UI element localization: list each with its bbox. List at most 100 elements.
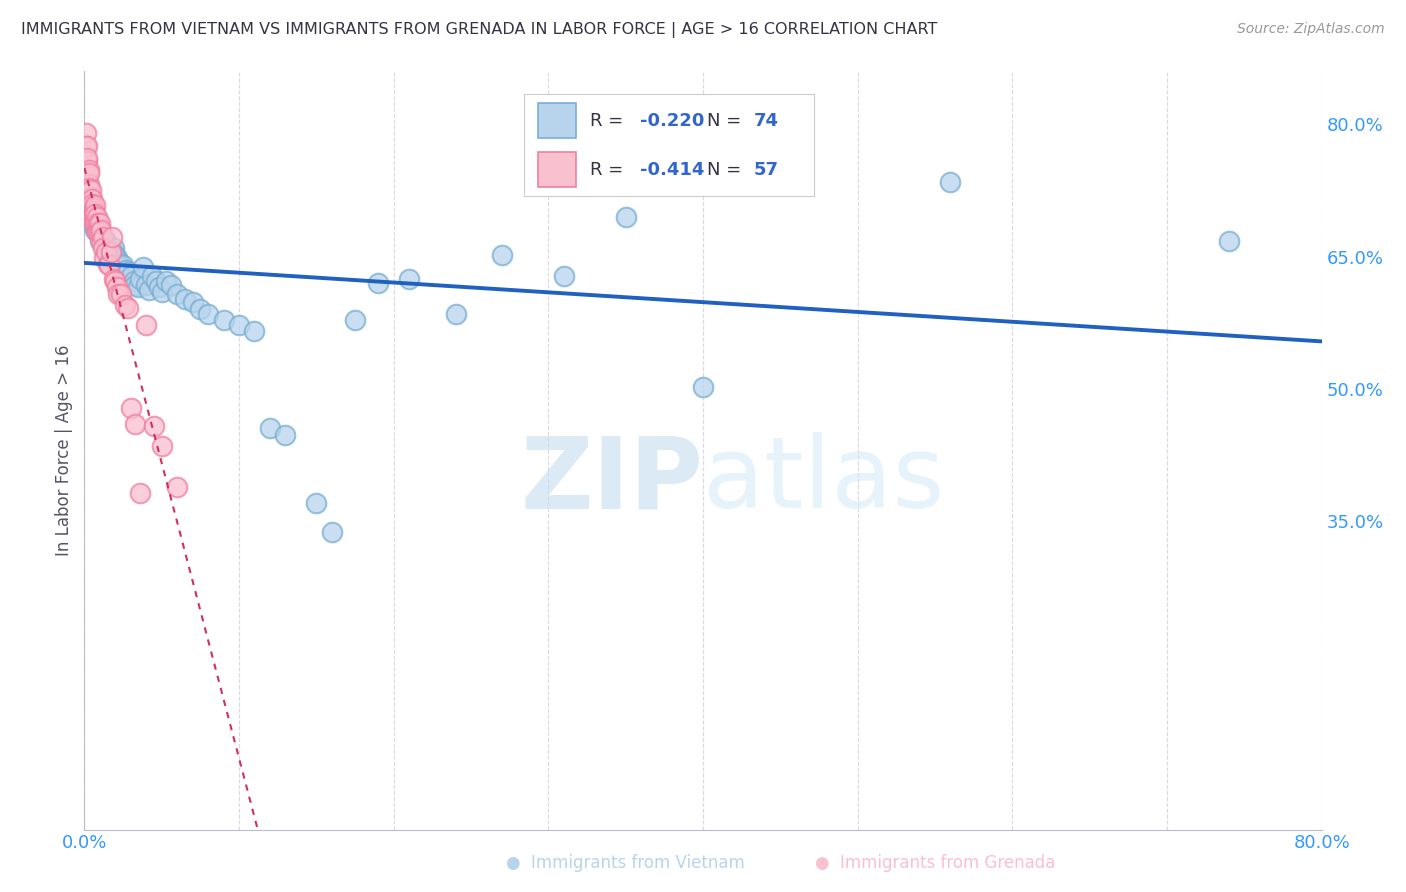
Point [108,256,131,270]
Point [79,183,101,197]
Point [86,221,108,235]
Point [120,401,142,416]
Point [104,274,127,288]
Point [93,252,115,266]
Point [491,248,513,262]
Point [84,219,107,233]
Point [212,313,235,327]
Point [367,276,389,290]
Point [321,524,343,539]
Text: ●  Immigrants from Vietnam: ● Immigrants from Vietnam [506,855,745,872]
Point [83,216,105,230]
Point [76,139,98,153]
Point [89,216,111,230]
Point [112,258,135,272]
Point [1218,234,1240,248]
Point [82,207,104,221]
Point [82,201,104,215]
Point [117,265,139,279]
Point [83,203,105,218]
Point [243,325,266,339]
Point [148,280,170,294]
Point [87,225,110,239]
Point [259,421,281,435]
Point [444,307,467,321]
Point [91,232,114,246]
Point [143,418,166,433]
Point [76,196,98,211]
Point [96,239,118,253]
Point [83,207,105,221]
Point [135,318,157,333]
Point [135,277,157,292]
Point [93,236,115,251]
Text: atlas: atlas [703,433,945,529]
Point [614,210,637,224]
Point [103,271,125,285]
Point [89,223,111,237]
Point [75,205,97,219]
Point [89,234,111,248]
Point [75,139,97,153]
Point [90,223,112,237]
Point [82,192,104,206]
Point [150,285,173,299]
Point [124,277,146,292]
Point [89,230,111,244]
Point [77,163,100,178]
Point [86,216,108,230]
Point [553,268,575,283]
Point [77,192,100,206]
Point [100,241,122,255]
Point [107,286,129,301]
Point [83,201,105,215]
Point [145,274,167,288]
Point [174,292,197,306]
Point [86,210,108,224]
Text: ●  Immigrants from Grenada: ● Immigrants from Grenada [815,855,1056,872]
Point [129,485,152,500]
Point [274,427,297,442]
Point [166,481,188,495]
Point [104,248,127,262]
Point [101,230,124,244]
Point [188,302,211,317]
Point [129,271,152,285]
Point [75,126,97,140]
Point [76,151,98,165]
Point [82,210,104,224]
Point [228,318,250,333]
Text: IMMIGRANTS FROM VIETNAM VS IMMIGRANTS FROM GRENADA IN LABOR FORCE | AGE > 16 COR: IMMIGRANTS FROM VIETNAM VS IMMIGRANTS FR… [21,22,938,38]
Point [96,256,118,270]
Point [83,219,105,233]
Point [150,439,173,453]
Point [79,198,101,212]
Point [76,154,98,169]
Point [77,166,100,180]
Point [115,262,138,277]
Point [101,245,124,260]
Point [79,189,101,203]
Point [160,277,183,292]
Point [84,212,107,227]
Point [692,380,714,394]
Point [82,201,104,215]
Point [89,225,111,239]
Point [98,243,121,257]
Point [87,216,110,230]
Point [83,207,105,221]
Point [120,268,142,283]
Point [77,201,100,215]
Point [94,245,117,260]
Text: ZIP: ZIP [520,433,703,529]
Text: Source: ZipAtlas.com: Source: ZipAtlas.com [1237,22,1385,37]
Point [103,241,125,255]
Point [132,260,155,274]
Point [105,280,128,294]
Point [77,178,100,192]
Point [110,286,132,301]
Point [107,253,129,268]
Point [166,286,188,301]
Point [79,207,101,221]
Point [84,198,107,212]
